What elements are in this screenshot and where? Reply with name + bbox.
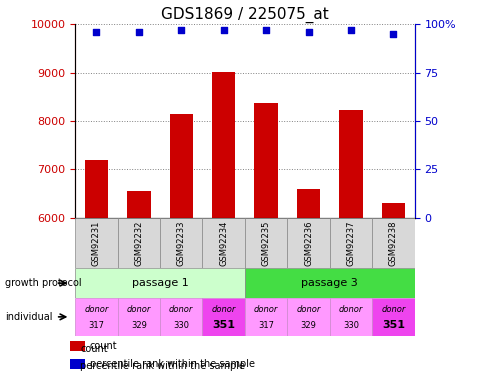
Text: GSM92231: GSM92231 — [91, 220, 101, 266]
Point — [177, 27, 185, 33]
Bar — [117, 298, 160, 336]
Text: individual: individual — [5, 312, 52, 322]
Bar — [70, 341, 85, 351]
Bar — [160, 298, 202, 336]
Text: donor: donor — [211, 305, 235, 314]
Text: donor: donor — [126, 305, 151, 314]
Bar — [254, 103, 277, 218]
Text: donor: donor — [338, 305, 363, 314]
Text: 351: 351 — [212, 320, 235, 330]
Point — [304, 29, 312, 35]
Bar — [75, 268, 244, 298]
Bar — [244, 217, 287, 268]
Text: donor: donor — [169, 305, 193, 314]
Point — [389, 31, 396, 37]
Bar — [202, 298, 244, 336]
Text: GSM92234: GSM92234 — [219, 220, 228, 266]
Text: GSM92235: GSM92235 — [261, 220, 270, 266]
Text: passage 1: passage 1 — [131, 278, 188, 288]
Bar — [202, 217, 244, 268]
Bar — [117, 217, 160, 268]
Text: percentile rank within the sample: percentile rank within the sample — [80, 362, 244, 371]
Bar — [169, 114, 193, 218]
Text: count: count — [90, 341, 117, 351]
Bar — [372, 298, 414, 336]
Bar — [127, 191, 150, 217]
Bar — [381, 203, 404, 217]
Point — [92, 29, 100, 35]
Point — [135, 29, 142, 35]
Text: GSM92232: GSM92232 — [134, 220, 143, 266]
Text: 317: 317 — [88, 321, 104, 330]
Text: 330: 330 — [342, 321, 358, 330]
Text: 351: 351 — [381, 320, 404, 330]
Bar — [212, 72, 235, 217]
Bar — [329, 298, 372, 336]
Text: GSM92238: GSM92238 — [388, 220, 397, 266]
Text: growth protocol: growth protocol — [5, 278, 81, 288]
Bar — [70, 359, 85, 369]
Bar — [75, 217, 117, 268]
Text: GSM92233: GSM92233 — [176, 220, 185, 266]
Bar — [160, 217, 202, 268]
Bar — [287, 217, 329, 268]
Text: 317: 317 — [257, 321, 273, 330]
Text: percentile rank within the sample: percentile rank within the sample — [90, 359, 254, 369]
Point — [262, 27, 270, 33]
Bar — [372, 217, 414, 268]
Bar — [339, 110, 362, 218]
Point — [219, 27, 227, 33]
Text: donor: donor — [380, 305, 405, 314]
Bar — [296, 189, 319, 218]
Bar — [85, 160, 108, 218]
Point — [347, 27, 354, 33]
Text: GSM92236: GSM92236 — [303, 220, 313, 266]
Text: count: count — [80, 344, 107, 354]
Bar — [329, 217, 372, 268]
Text: GSM92237: GSM92237 — [346, 220, 355, 266]
Bar — [244, 298, 287, 336]
Title: GDS1869 / 225075_at: GDS1869 / 225075_at — [161, 7, 328, 23]
Bar — [244, 268, 414, 298]
Text: 329: 329 — [300, 321, 316, 330]
Text: 330: 330 — [173, 321, 189, 330]
Text: donor: donor — [296, 305, 320, 314]
Bar — [287, 298, 329, 336]
Bar — [75, 298, 117, 336]
Text: donor: donor — [254, 305, 278, 314]
Text: passage 3: passage 3 — [301, 278, 358, 288]
Text: 329: 329 — [131, 321, 147, 330]
Text: donor: donor — [84, 305, 108, 314]
